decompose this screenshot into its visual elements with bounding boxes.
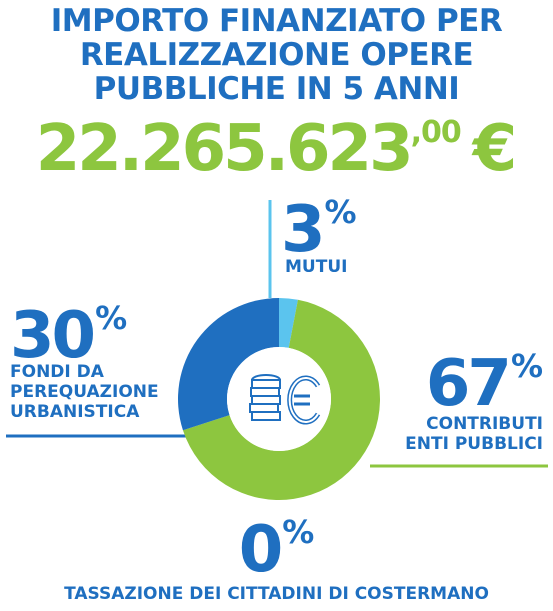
infographic-title: IMPORTO FINANZIATO PER REALIZZAZIONE OPE…: [0, 4, 553, 106]
donut-slices: [177, 298, 380, 501]
donut-slice-3: [177, 298, 279, 431]
pct-contributi-symbol: %: [510, 347, 543, 385]
label-tassazione: TASSAZIONE DEI CITTADINI DI COSTERMANO: [64, 584, 489, 604]
label-contributi-line-2: ENTI PUBBLICI: [405, 434, 543, 454]
donut-slice-0: [279, 298, 298, 348]
pct-contributi: 67%: [426, 350, 543, 416]
pct-contributi-number: 67: [425, 347, 512, 421]
coins-euro-icon: [249, 374, 321, 425]
label-perequazione: FONDI DA PEREQUAZIONE URBANISTICA: [10, 362, 159, 422]
pct-mutui-symbol: %: [324, 193, 357, 231]
pct-mutui-number: 3: [281, 193, 325, 267]
pct-perequazione-number: 30: [10, 299, 96, 373]
currency-symbol: €: [472, 112, 518, 186]
pct-tassazione-symbol: %: [282, 513, 315, 551]
label-mutui: MUTUI: [285, 257, 348, 277]
amount-decimals: ,00: [410, 115, 462, 150]
pct-perequazione: 30%: [10, 302, 127, 368]
label-contributi: CONTRIBUTI ENTI PUBBLICI: [405, 414, 543, 454]
pct-tassazione-number: 0: [238, 513, 283, 587]
title-line-2: REALIZZAZIONE OPERE: [79, 37, 474, 73]
label-perequazione-line-3: URBANISTICA: [10, 402, 140, 422]
pct-perequazione-symbol: %: [95, 299, 128, 337]
total-amount: 22.265.623,00 €: [0, 112, 553, 186]
title-line-1: IMPORTO FINANZIATO PER: [50, 3, 503, 39]
amount-integer: 22.265.623: [35, 112, 414, 186]
label-perequazione-line-1: FONDI DA: [10, 362, 104, 382]
pct-tassazione: 0%: [0, 516, 553, 582]
title-line-3: PUBBLICHE IN 5 ANNI: [93, 71, 460, 107]
pct-mutui: 3%: [281, 196, 357, 262]
label-contributi-line-1: CONTRIBUTI: [426, 414, 543, 434]
donut-slice-1: [182, 299, 380, 501]
label-perequazione-line-2: PEREQUAZIONE: [10, 382, 159, 402]
